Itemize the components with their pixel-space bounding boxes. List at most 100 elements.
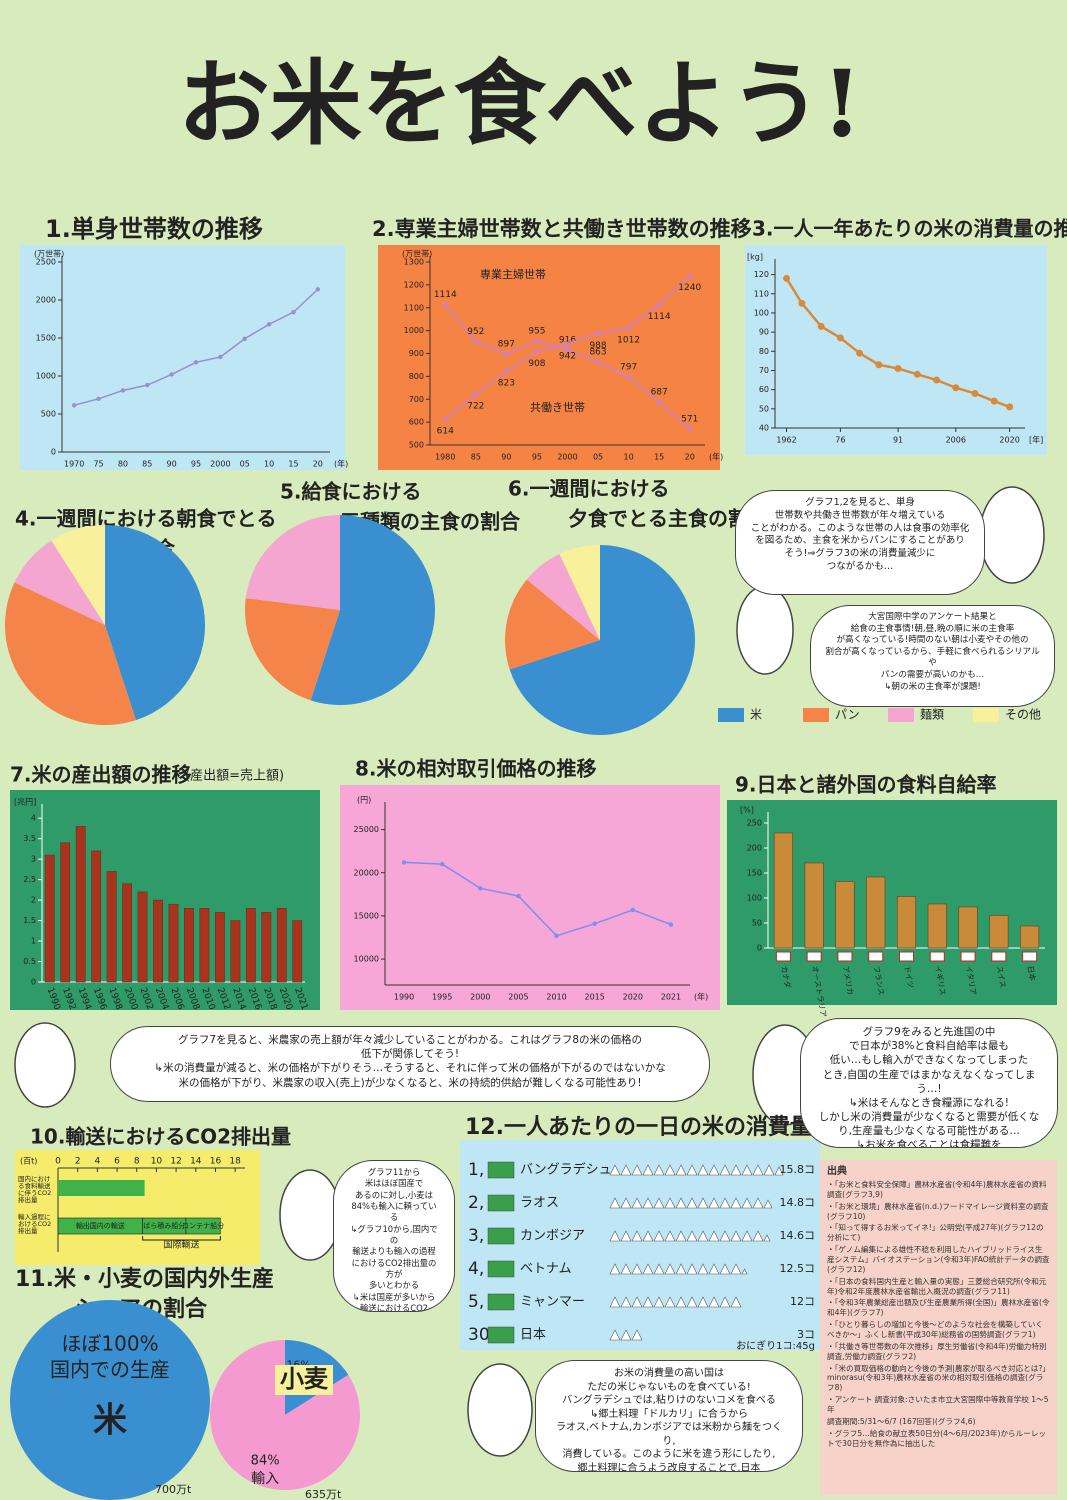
rice-ball: [697, 1164, 709, 1176]
chart-panel: [378, 245, 720, 470]
data-label: 571: [681, 414, 698, 424]
bar: [804, 862, 824, 949]
data-point: [626, 374, 631, 380]
x-tick-label: 95: [532, 453, 542, 462]
country: ラオス: [520, 1196, 559, 1211]
flag: [487, 1326, 515, 1344]
rank: 4,: [468, 1259, 484, 1279]
data-point: [656, 400, 662, 405]
bubble-line: グラフ11から: [367, 1167, 421, 1177]
rice-ball: [631, 1230, 643, 1242]
rice-ball: [763, 1199, 773, 1209]
data-point: [401, 860, 407, 865]
bubble-line: つながるかも…: [826, 561, 894, 573]
flag: [487, 1194, 515, 1212]
rice-ball-icons: [609, 1197, 773, 1209]
data-label: 1114: [434, 290, 457, 300]
y-tick-label: 500: [409, 441, 424, 450]
y-tick-label: 200: [747, 844, 762, 853]
flag: [487, 1227, 515, 1245]
data-point: [817, 322, 825, 330]
x-tick-label: 14: [190, 1157, 202, 1167]
rice-circle: [10, 1300, 210, 1500]
chart-title: 9.日本と諸外国の食料自給率: [735, 773, 997, 797]
data-point: [218, 354, 223, 360]
legend-label: その他: [1005, 708, 1041, 722]
x-tick-label: 1990: [394, 993, 414, 1002]
bubble-line: ↳グラフ10から,国内での: [350, 1223, 438, 1246]
bubble-line: グラフ1,2を見ると、単身: [805, 497, 915, 508]
chart-subtitle: (産出額=売上額): [185, 768, 284, 784]
bubble-line: におけるCO2排出量の方が: [351, 1257, 437, 1280]
speech-bubble: グラフ9をみると先進国の中 で日本が38%と食料自給率は最も 低い…もし輸入ができな…: [800, 1018, 1058, 1148]
x-tick-label: 1995: [432, 993, 452, 1002]
legend-swatch: [973, 708, 999, 722]
bar: [261, 912, 272, 983]
bracket: [142, 1236, 221, 1241]
pie-slice: [310, 515, 436, 705]
series-label: 共働き世帯: [530, 401, 585, 414]
data-point: [145, 382, 150, 388]
bubble-line: ↳お米を食べることは食糧難を: [856, 1139, 1002, 1148]
y-tick-label: 80: [759, 347, 769, 356]
rice-ball: [620, 1296, 632, 1308]
x-axis-label: (年): [334, 459, 348, 469]
y-tick-label: 1.5: [23, 916, 36, 925]
bubble-line: ↳米は国産が多いから: [352, 1291, 436, 1302]
rice-ball: [609, 1263, 621, 1275]
y-tick-label: 1000: [404, 326, 424, 335]
data-point: [668, 922, 674, 927]
legend-label: 米: [750, 708, 762, 722]
data-point: [554, 933, 559, 938]
speech-bubble: グラフ7を見ると、米農家の売上額が年々減少していることがわかる。これはグラフ8の…: [110, 1026, 710, 1102]
bubble-line: 郷土料理に合うよう改良することで,日本: [577, 1462, 761, 1472]
wheat-name: 小麦: [280, 1365, 329, 1393]
country: ミャンマー: [520, 1295, 585, 1310]
x-tick-label: 76: [835, 436, 845, 445]
rice-ball: [642, 1263, 654, 1275]
rice-ball: [631, 1164, 643, 1176]
rice-ball: [708, 1164, 720, 1176]
bubble-line: り,生産量も少なくなる可能性がある…: [838, 1125, 1020, 1138]
x-axis-label: (年): [694, 992, 708, 1002]
pie-slice: [245, 515, 340, 610]
data-point: [875, 361, 883, 369]
rice-ball: [664, 1296, 676, 1308]
rank: 2,: [468, 1193, 484, 1213]
rice-ball: [730, 1230, 742, 1242]
rice-ball-icons: [609, 1164, 784, 1176]
rice-ball: [719, 1197, 731, 1209]
chart-title: 6.一週間における: [508, 477, 670, 501]
data-point: [534, 338, 540, 344]
y-tick-label: 60: [759, 385, 769, 394]
y-axis-label: [%]: [740, 806, 754, 815]
y-tick-label: 2500: [36, 258, 56, 267]
x-tick-label: 2020: [999, 436, 1019, 445]
data-point: [565, 347, 570, 353]
rice-ball: [741, 1197, 753, 1209]
rice-ball: [620, 1263, 632, 1275]
value-label: 12.5コ: [780, 1262, 816, 1275]
bar: [60, 842, 71, 983]
bar: [245, 908, 256, 983]
x-tick-label: 10: [151, 1157, 163, 1167]
country: 日本: [520, 1328, 546, 1343]
data-label: 897: [498, 340, 515, 350]
bubble-line: 給食の主食事情!朝,昼,晩の順に米の主食率: [850, 623, 1015, 634]
bubble-line: を図るため、主食を米からパンにすることがあり: [755, 535, 965, 547]
x-tick-label: 2020: [623, 993, 643, 1002]
source-item: ・「ゲノム編集による雄性不稔を利用したハイブリッドライス生産システム」バイオステ…: [827, 1245, 1050, 1274]
source-item: ・「お米と食料安全保障」農林水産省(令和4年)農林水産省の資料調査(グラフ3,9…: [827, 1180, 1047, 1199]
data-label: 988: [589, 341, 606, 351]
pie-slice: [509, 545, 695, 735]
mascot: [736, 585, 794, 675]
x-tick-label: 0: [55, 1157, 61, 1167]
rice-ball: [609, 1329, 621, 1341]
data-point: [595, 331, 601, 336]
legend-swatch: [803, 708, 829, 722]
sources: 出典 ・「お米と食料安全保障」農林水産省(令和4年)農林水産省の資料調査(グラフ3…: [820, 1160, 1057, 1495]
rice-ball: [609, 1230, 621, 1242]
data-point: [473, 339, 479, 344]
data-point: [894, 365, 902, 373]
bubble-line: 84%も輸入に頼っている: [351, 1201, 437, 1223]
